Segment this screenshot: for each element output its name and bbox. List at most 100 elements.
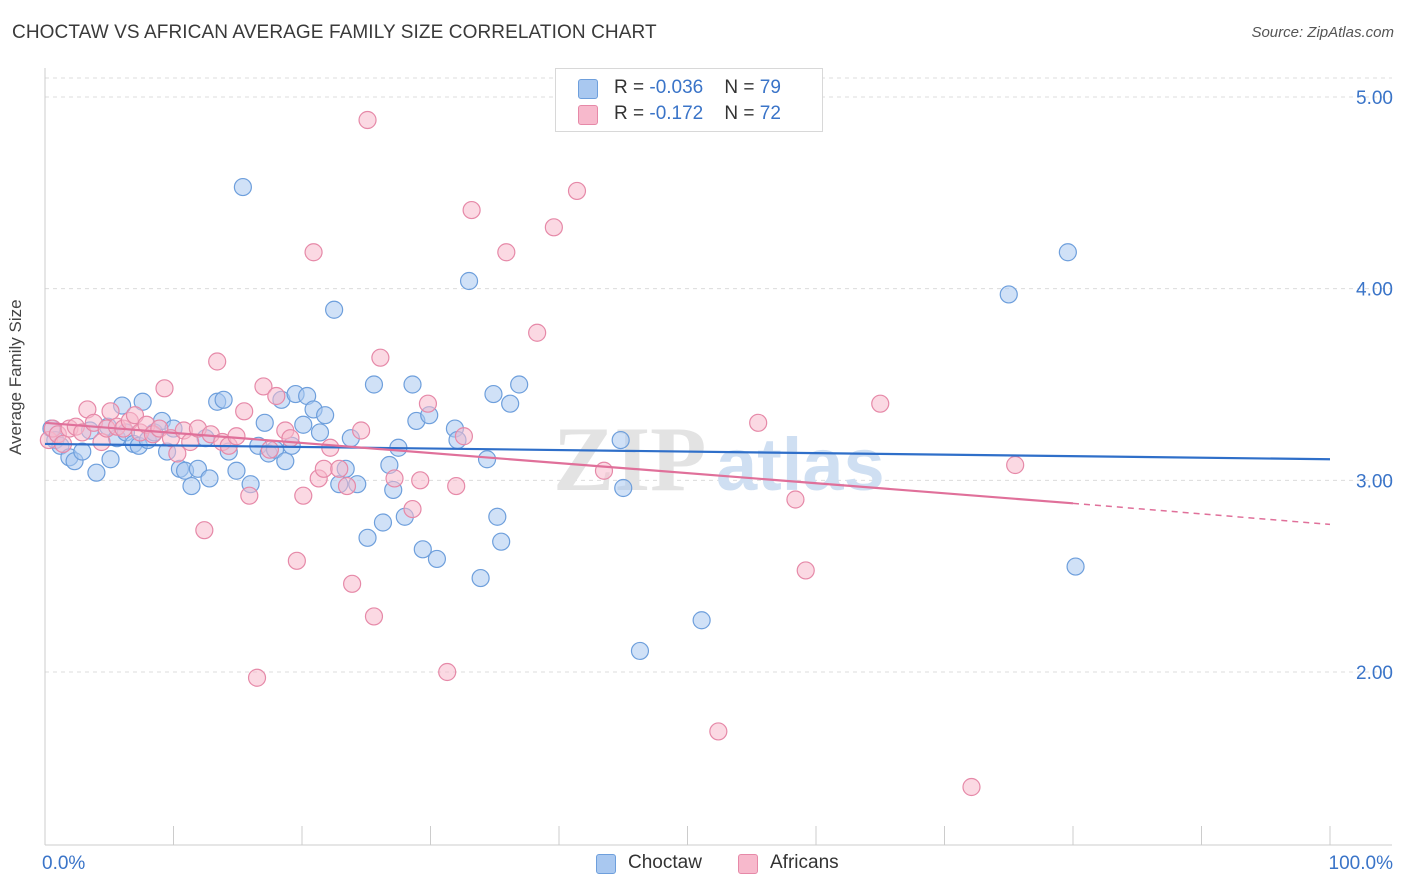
data-point (310, 423, 330, 442)
data-point (294, 415, 313, 434)
data-point (709, 722, 728, 741)
source-label: Source: ZipAtlas.com (1251, 24, 1394, 41)
data-point (528, 323, 547, 342)
data-point (438, 662, 457, 682)
data-point (484, 384, 503, 404)
data-point (73, 442, 92, 461)
data-point (330, 459, 349, 478)
data-point (630, 641, 650, 661)
watermark-zip: ZIP (553, 408, 706, 510)
data-point (459, 271, 479, 291)
data-point (255, 413, 274, 432)
data-point (337, 476, 357, 496)
data-point (403, 375, 422, 394)
legend-r-label: R = (614, 103, 650, 124)
data-point (999, 285, 1018, 304)
y-axis-label: Average Family Size (6, 299, 25, 455)
x-tick-label: 0.0% (42, 853, 85, 874)
data-point (247, 668, 267, 687)
data-point (358, 110, 377, 130)
data-point (101, 402, 120, 421)
data-point (267, 386, 286, 406)
bottom-legend-swatch-africans (738, 854, 758, 874)
data-point (281, 429, 300, 448)
trend-line-extension (1072, 502, 1331, 526)
data-point (314, 459, 333, 478)
legend-swatch-africans (578, 105, 598, 125)
data-point (427, 549, 447, 569)
data-point (208, 352, 227, 371)
y-tick-label: 3.00 (1356, 471, 1393, 492)
data-point (614, 478, 633, 498)
bottom-legend-label-choctaw: Choctaw (628, 852, 702, 873)
data-point (488, 507, 507, 526)
data-point (371, 348, 390, 367)
data-point (227, 427, 246, 446)
data-point (692, 611, 711, 630)
y-tick-label: 4.00 (1356, 280, 1393, 301)
x-tick-label: 100.0% (1329, 853, 1394, 874)
legend-r-label: R = (614, 77, 650, 98)
data-point (447, 476, 466, 496)
data-point (133, 392, 152, 411)
data-point (276, 452, 295, 471)
data-point (304, 243, 323, 262)
data-point (510, 375, 529, 394)
data-point (477, 450, 497, 469)
chart-title: CHOCTAW VS AFRICAN AVERAGE FAMILY SIZE C… (12, 22, 657, 43)
legend-n-value: 79 (759, 77, 781, 98)
data-point (611, 430, 630, 450)
data-point (1066, 557, 1085, 576)
data-point (364, 375, 384, 394)
data-point (254, 377, 273, 396)
data-point (87, 463, 106, 482)
data-point (343, 574, 362, 593)
data-point (240, 486, 259, 505)
data-points (39, 110, 1085, 797)
data-point (497, 243, 516, 262)
data-point (325, 300, 344, 319)
data-point (182, 476, 201, 496)
data-point (411, 471, 430, 490)
data-point (492, 532, 511, 551)
tick-labels: 2.00 3.00 4.00 5.00 0.0% 100.0% (42, 88, 1393, 874)
trend-line-africans (44, 421, 1074, 505)
data-point (1006, 455, 1025, 475)
data-point (155, 379, 174, 398)
data-point (749, 413, 768, 432)
data-point (233, 177, 252, 197)
legend-n-label: N = (724, 77, 760, 98)
data-point (227, 461, 246, 480)
grid-lines (45, 77, 1392, 673)
data-point (796, 561, 815, 580)
data-point (594, 461, 614, 480)
data-point (101, 450, 120, 469)
data-point (260, 440, 279, 459)
data-point (373, 513, 393, 532)
data-point (501, 394, 520, 413)
data-point (454, 427, 474, 446)
legend-r-value: -0.036 (649, 77, 704, 98)
trend-line-choctaw (44, 442, 1331, 461)
legend-n-value: 72 (759, 103, 781, 124)
stats-legend: R = -0.036 N = 79 R = -0.172 N = 72 (555, 68, 823, 132)
legend-swatch-choctaw (578, 79, 598, 99)
data-point (462, 200, 481, 220)
data-point (364, 607, 384, 626)
data-point (471, 568, 490, 588)
data-point (352, 421, 371, 440)
data-point (786, 490, 805, 509)
data-point (962, 777, 981, 797)
data-point (385, 469, 404, 488)
legend-r-value: -0.172 (649, 103, 704, 124)
data-point (294, 486, 313, 505)
bottom-legend-swatch-choctaw (596, 854, 616, 874)
data-point (316, 406, 335, 425)
data-point (544, 218, 563, 237)
data-point (871, 394, 890, 413)
data-point (1058, 243, 1077, 262)
data-point (403, 499, 422, 519)
legend-n-label: N = (724, 103, 760, 124)
data-point (418, 394, 438, 413)
